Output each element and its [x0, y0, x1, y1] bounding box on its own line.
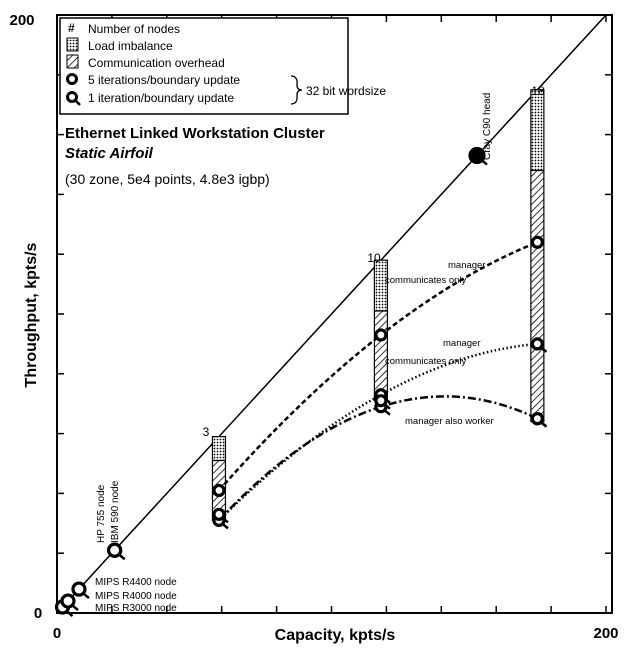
legend-label-comm: Communication overhead [88, 56, 225, 70]
marker-dash-dot-1-tail [384, 410, 390, 415]
bar-comm-overhead-18 [531, 170, 544, 421]
legend-five-iter-marker [68, 75, 77, 84]
legend-label-load: Load imbalance [88, 39, 173, 53]
marker-dashed-2 [532, 237, 542, 247]
annotation-manager-also-worker: manager also worker [405, 416, 494, 427]
label-mips-r4400: MIPS R4400 node [95, 577, 177, 588]
bar-count-10: 10 [367, 251, 381, 265]
x-axis-title: Capacity, kpts/s [275, 627, 396, 644]
bar-count-3: 3 [203, 425, 210, 439]
y-axis-title: Throughput, kpts/s [23, 242, 40, 387]
legend-hash-symbol: # [68, 21, 75, 35]
series-line-dash-dot [219, 396, 537, 520]
chart-note: (30 zone, 5e4 points, 4.8e3 igbp) [65, 171, 270, 187]
bar-load-imbalance-18 [531, 90, 544, 171]
legend-label-one-iter: 1 iteration/boundary update [88, 91, 234, 105]
label-hp-755: HP 755 node [96, 484, 107, 543]
marker-dashed-0 [214, 485, 224, 495]
legend-label-nodes: Number of nodes [88, 22, 180, 36]
annotation-communicates-dashed: communicates only [385, 275, 467, 286]
single-node-markers [56, 149, 486, 616]
label-mips-r3000: MIPS R3000 node [95, 603, 177, 614]
bar-count-18: 18 [531, 84, 545, 98]
node-marker-tail-1 [72, 605, 78, 610]
bar-load-imbalance-3 [212, 437, 225, 461]
x-tick-label-min: 0 [53, 625, 61, 642]
marker-lower-2-tail [541, 422, 547, 427]
legend-label-five-iter: 5 iterations/boundary update [88, 73, 240, 87]
stacked-bars [212, 90, 543, 521]
annotation-manager-dotted-1: manager [443, 338, 481, 349]
annotation-manager-dashed-1: manager [448, 260, 486, 271]
y-tick-label-min: 0 [34, 605, 42, 622]
y-tick-label-max: 200 [9, 12, 34, 29]
node-marker-tail-4 [119, 554, 125, 559]
chart-title: Ethernet Linked Workstation Cluster [65, 125, 325, 142]
label-cray-c90: Cray C90 head [482, 93, 493, 160]
marker-dashed-1 [376, 330, 386, 340]
label-ibm-590: IBM 590 node [110, 480, 121, 543]
x-tick-label-max: 200 [593, 625, 618, 642]
annotation-communicates-dotted: communicates only [385, 356, 467, 367]
legend-comm-swatch [67, 55, 78, 68]
marker-dash-dot-0-tail [222, 524, 228, 529]
legend-label-wordsize: 32 bit wordsize [306, 84, 386, 98]
legend: # Number of nodes Load imbalance Communi… [60, 18, 386, 114]
node-marker-tail-2 [83, 593, 89, 598]
label-mips-r4000: MIPS R4000 node [95, 591, 177, 602]
chart-subtitle: Static Airfoil [65, 145, 154, 162]
legend-load-swatch [67, 38, 78, 51]
